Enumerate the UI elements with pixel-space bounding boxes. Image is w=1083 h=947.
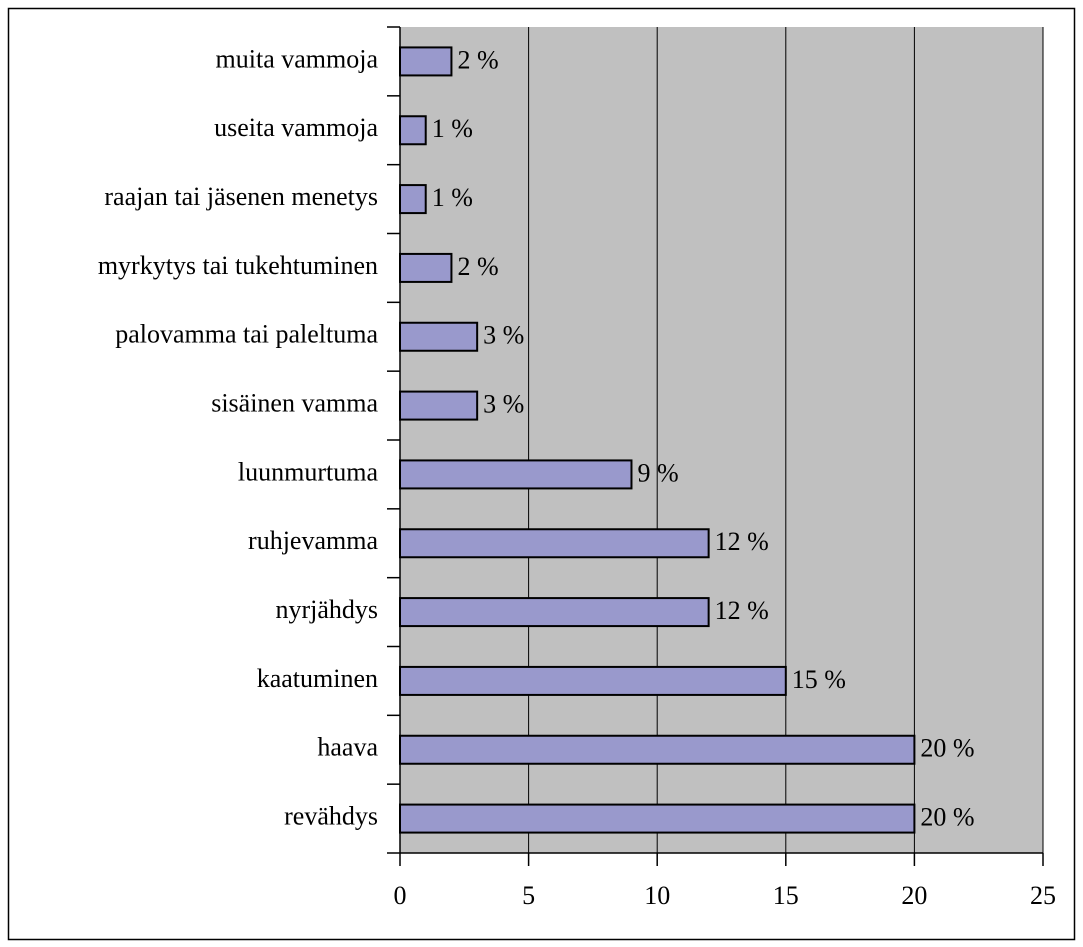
plot-area [400, 27, 1043, 853]
bar [399, 597, 710, 628]
y-tick-label: useita vammoja [214, 113, 378, 142]
data-label: 3 % [483, 390, 524, 419]
x-tick-label: 0 [394, 881, 407, 910]
bar [399, 734, 916, 765]
bar [399, 459, 633, 490]
data-label: 1 % [432, 183, 473, 212]
bar [399, 321, 479, 352]
y-tick-label: ruhjevamma [248, 526, 378, 555]
y-tick-label: myrkytys tai tukehtuminen [98, 251, 378, 280]
y-tick-label: revähdys [284, 802, 378, 831]
data-label: 3 % [483, 321, 524, 350]
x-tick-label: 10 [644, 881, 670, 910]
data-label: 20 % [920, 734, 974, 763]
data-label: 2 % [457, 45, 498, 74]
y-tick-label: kaatuminen [257, 664, 378, 693]
data-label: 12 % [715, 527, 769, 556]
bar [399, 528, 710, 559]
x-tick-label: 5 [522, 881, 535, 910]
data-label: 20 % [920, 803, 974, 832]
y-tick-label: raajan tai jäsenen menetys [104, 182, 378, 211]
data-label: 2 % [457, 252, 498, 281]
bar [399, 390, 479, 421]
x-tick-label: 15 [773, 881, 799, 910]
y-tick-label: haava [317, 733, 378, 762]
data-label: 15 % [792, 665, 846, 694]
bar [399, 115, 427, 146]
y-tick-label: luunmurtuma [238, 457, 379, 486]
x-tick-label: 20 [901, 881, 927, 910]
bar [399, 46, 453, 77]
y-tick-label: palovamma tai paleltuma [115, 320, 378, 349]
y-tick-label: sisäinen vamma [211, 389, 378, 418]
data-label: 1 % [432, 114, 473, 143]
bar [399, 803, 916, 834]
data-label: 9 % [637, 458, 678, 487]
bar [399, 184, 427, 215]
bar [399, 665, 787, 696]
y-tick-label: muita vammoja [216, 44, 379, 73]
bar [399, 252, 453, 283]
data-label: 12 % [715, 596, 769, 625]
y-tick-label: nyrjähdys [275, 595, 378, 624]
x-tick-label: 25 [1030, 881, 1056, 910]
